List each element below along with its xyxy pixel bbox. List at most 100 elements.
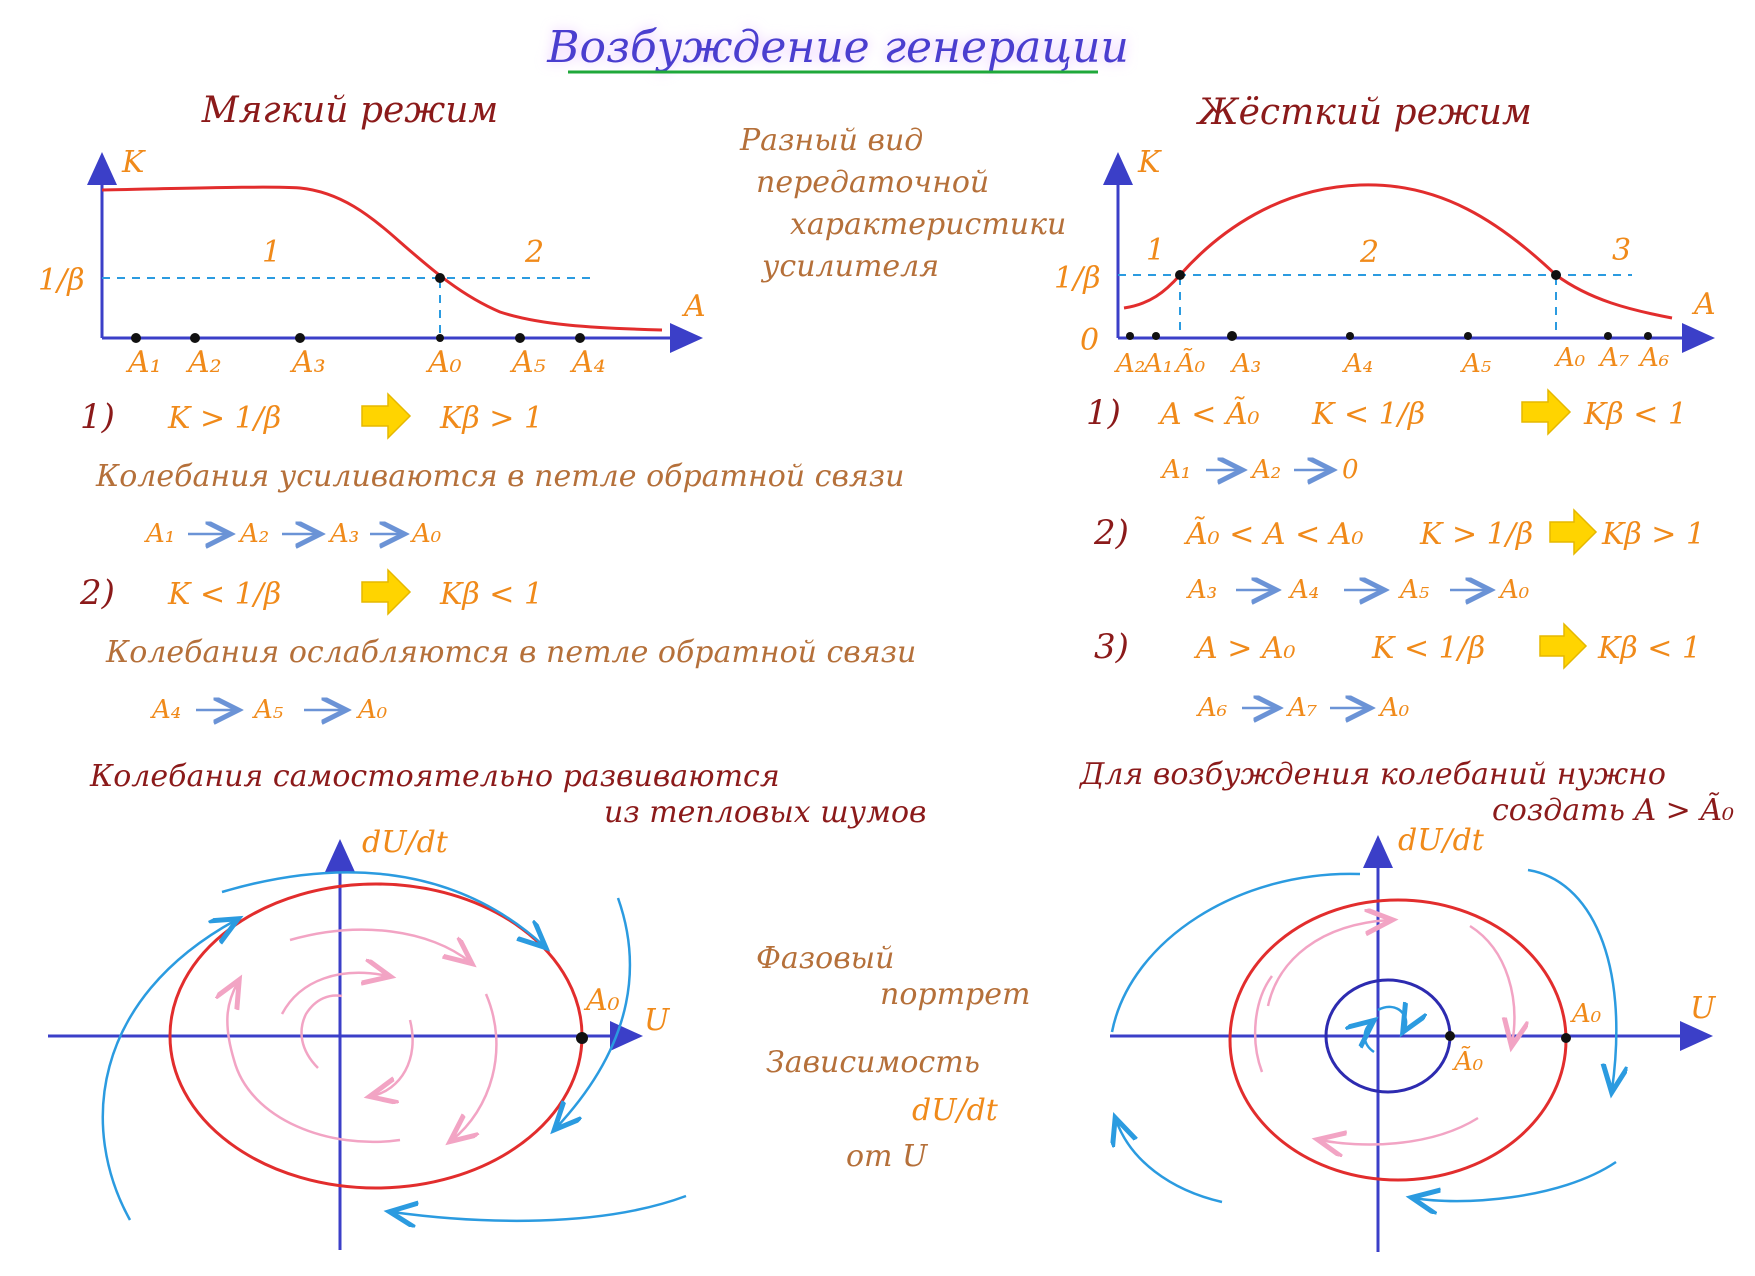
hard-point-label: A₄ <box>1342 349 1373 379</box>
inner-flow-arrow <box>289 928 470 962</box>
note-line: Фазовый <box>756 941 894 976</box>
hard-point-label: A₂ <box>1114 349 1145 379</box>
page-title: Возбуждение генерации Возбуждение генера… <box>546 22 1129 74</box>
note-line: от U <box>846 1139 929 1174</box>
case-chain: A₆ A₇ A₀ <box>1196 693 1410 723</box>
case-condition: K < 1/β <box>167 577 281 612</box>
case-condition: K > 1/β <box>1419 517 1533 552</box>
chain-item: A₇ <box>1286 693 1318 723</box>
hard-outer-limit-cycle <box>1228 898 1568 1182</box>
hard-origin-label: 0 <box>1080 323 1099 358</box>
case-number: 1) <box>80 397 115 437</box>
implies-arrow-icon <box>1521 388 1572 436</box>
soft-phase-axis-x-label: U <box>644 1003 671 1038</box>
note-line: Зависимость <box>766 1045 980 1080</box>
hard-region-1: 1 <box>1146 233 1165 268</box>
soft-a0-label: A₀ <box>583 983 620 1018</box>
case-chain: A₃ A₄ A₅ A₀ <box>1186 575 1530 605</box>
soft-case-1: 1) K > 1/β Kβ > 1 Колебания усиливаются … <box>80 392 904 549</box>
inner-flow-arrow <box>280 973 388 1015</box>
note-line: характеристики <box>790 207 1066 242</box>
outer-flow-arrow <box>1110 872 1361 1033</box>
implies-arrow-icon <box>361 568 412 616</box>
hard-a0tilde-label: Ã₀ <box>1452 1045 1484 1077</box>
hard-case-1: 1) A < Ã₀ K < 1/β Kβ < 1 A₁ A₂ 0 <box>1086 388 1687 485</box>
soft-point-label: A₀ <box>425 345 462 380</box>
middle-flow-arrow <box>1253 975 1274 1073</box>
note-line: усилителя <box>760 249 939 284</box>
hard-region-3: 3 <box>1612 233 1631 268</box>
inner-flow-arrow <box>1365 1022 1374 1054</box>
note-line: портрет <box>880 977 1030 1012</box>
soft-axis-points <box>131 333 585 343</box>
hard-summary-line: Для возбуждения колебаний нужно <box>1078 757 1666 792</box>
case-number: 3) <box>1094 627 1129 667</box>
hard-case-3: 3) A > A₀ K < 1/β Kβ < 1 A₆ A₇ A₀ <box>1094 622 1701 723</box>
case-result: Kβ > 1 <box>1601 517 1705 552</box>
title-glow: Возбуждение генерации <box>546 22 1129 73</box>
chain-item: A₄ <box>1288 575 1319 605</box>
soft-k-axis-y-label: K <box>121 145 146 180</box>
soft-point-label: A₃ <box>289 345 326 380</box>
soft-heading: Мягкий режим <box>201 90 499 131</box>
outer-flow-arrow <box>1414 1160 1617 1201</box>
chain-item: 0 <box>1342 455 1359 485</box>
implies-arrow-icon <box>1549 508 1598 556</box>
chain-item: A₀ <box>410 519 442 549</box>
soft-point-label: A₂ <box>185 345 222 380</box>
case-number: 2) <box>1093 513 1129 553</box>
note-line: передаточной <box>756 165 989 200</box>
chain-item: A₃ <box>1186 575 1217 605</box>
middle-note-phase: Фазовый портрет <box>756 941 1030 1012</box>
chain-item: A₂ <box>1250 455 1281 485</box>
chain-item: A₅ <box>1398 575 1430 605</box>
case-description: Колебания усиливаются в петле обратной с… <box>95 459 904 494</box>
outer-flow-arrow <box>392 1194 687 1221</box>
outer-flow-arrow <box>101 920 236 1221</box>
middle-flow-arrow <box>1266 920 1390 1007</box>
implies-arrow-icon <box>1539 622 1588 670</box>
outer-flow-arrow <box>1527 868 1616 1090</box>
chain-item: A₁ <box>1160 455 1191 485</box>
hard-k-curve <box>1123 183 1673 320</box>
hard-point-label: A₇ <box>1598 343 1630 373</box>
hard-point-label: Ã₀ <box>1174 347 1206 379</box>
hard-a0tilde-point <box>1445 1031 1455 1041</box>
case-result: Kβ < 1 <box>439 577 543 612</box>
case-chain: A₄ A₅ A₀ <box>150 695 388 725</box>
case-chain: A₁ A₂ 0 <box>1160 455 1359 485</box>
inner-flow-arrow <box>452 993 498 1140</box>
note-line: Разный вид <box>739 123 923 158</box>
soft-a0-point <box>576 1032 588 1044</box>
case-number: 1) <box>1086 393 1121 433</box>
hard-point-label: A₁ <box>1142 349 1173 379</box>
soft-k-graph: K A 1/β 1 2 A₁ A₂ A₃ A₀ A₅ A₄ <box>38 145 706 380</box>
inner-flow-arrow <box>1377 1007 1406 1030</box>
soft-case-2: 2) K < 1/β Kβ < 1 Колебания ослабляются … <box>79 568 916 725</box>
implies-arrow-icon <box>361 392 412 440</box>
case-range: Ã₀ < A < A₀ <box>1183 516 1363 552</box>
hard-intersection-point <box>1551 270 1561 280</box>
outer-flow-arrow <box>221 871 544 946</box>
chain-item: A₀ <box>1498 575 1530 605</box>
chain-item: A₃ <box>328 519 359 549</box>
hard-phase-axis-x-label: U <box>1690 991 1717 1026</box>
hard-k-axis-y-label: K <box>1137 145 1162 180</box>
hard-point-label: A₀ <box>1554 343 1586 373</box>
case-result: Kβ < 1 <box>1597 631 1701 666</box>
hard-case-2: 2) Ã₀ < A < A₀ K > 1/β Kβ > 1 A₃ A₄ A₅ A… <box>1093 508 1705 605</box>
middle-note-transfer: Разный вид передаточной характеристики у… <box>739 123 1066 284</box>
case-condition: K > 1/β <box>167 401 281 436</box>
case-number: 2) <box>79 573 115 613</box>
hard-axis-points <box>1126 331 1652 341</box>
hard-intersection-point <box>1175 270 1185 280</box>
hard-heading: Жёсткий режим <box>1195 92 1532 133</box>
inner-flow-arrow <box>227 982 401 1144</box>
soft-beta-label: 1/β <box>38 263 85 298</box>
hard-summary-line: создать A > Ã₀ <box>1492 792 1734 828</box>
soft-k-axis-x-label: A <box>681 289 706 324</box>
case-result: Kβ < 1 <box>1583 397 1687 432</box>
hard-k-axis-x-label: A <box>1691 287 1716 322</box>
